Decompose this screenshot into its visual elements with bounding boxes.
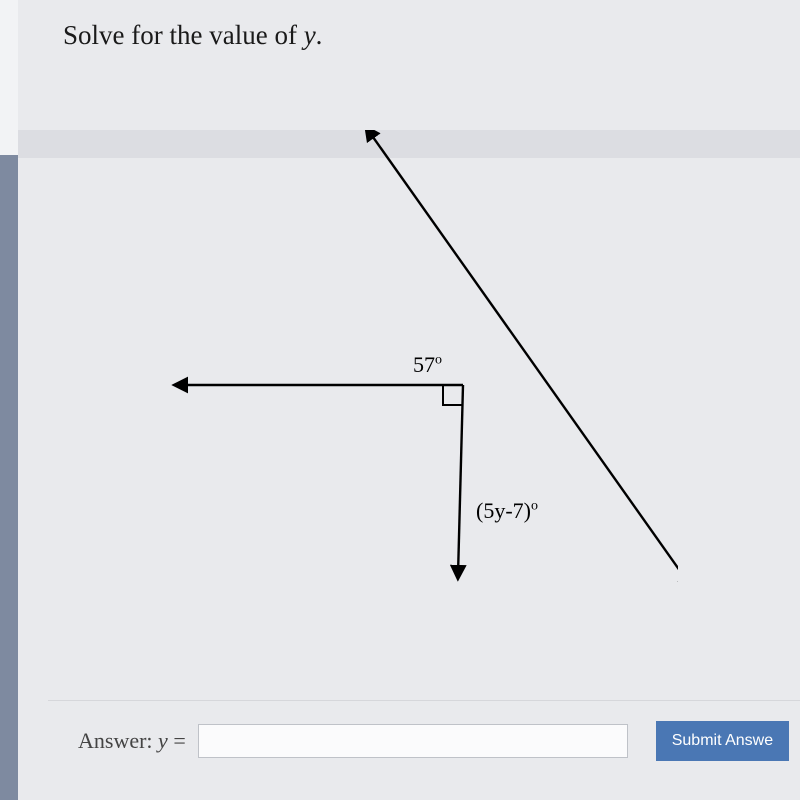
submit-answer-button[interactable]: Submit Answe (656, 721, 789, 761)
answer-label: Answer: y = (78, 728, 186, 754)
question-text: Solve for the value of y. (63, 20, 322, 51)
right-angle-marker (443, 385, 463, 405)
ray-down (458, 385, 463, 575)
answer-row: Answer: y = Submit Answe (48, 700, 800, 760)
angle-diagram: 57o (5y-7)o (118, 130, 678, 590)
question-suffix: . (316, 20, 323, 50)
answer-input[interactable] (198, 724, 628, 758)
degree-symbol: o (435, 353, 442, 368)
angle-expression-label: (5y-7)o (476, 498, 538, 524)
degree-symbol: o (531, 499, 538, 514)
diagram-svg (118, 130, 678, 590)
question-prefix: Solve for the value of (63, 20, 304, 50)
question-variable: y (304, 20, 316, 50)
content-panel: Solve for the value of y. 57o (5y-7)o (18, 0, 800, 800)
sidebar-edge (0, 155, 18, 800)
angle-57-label: 57o (413, 352, 442, 378)
